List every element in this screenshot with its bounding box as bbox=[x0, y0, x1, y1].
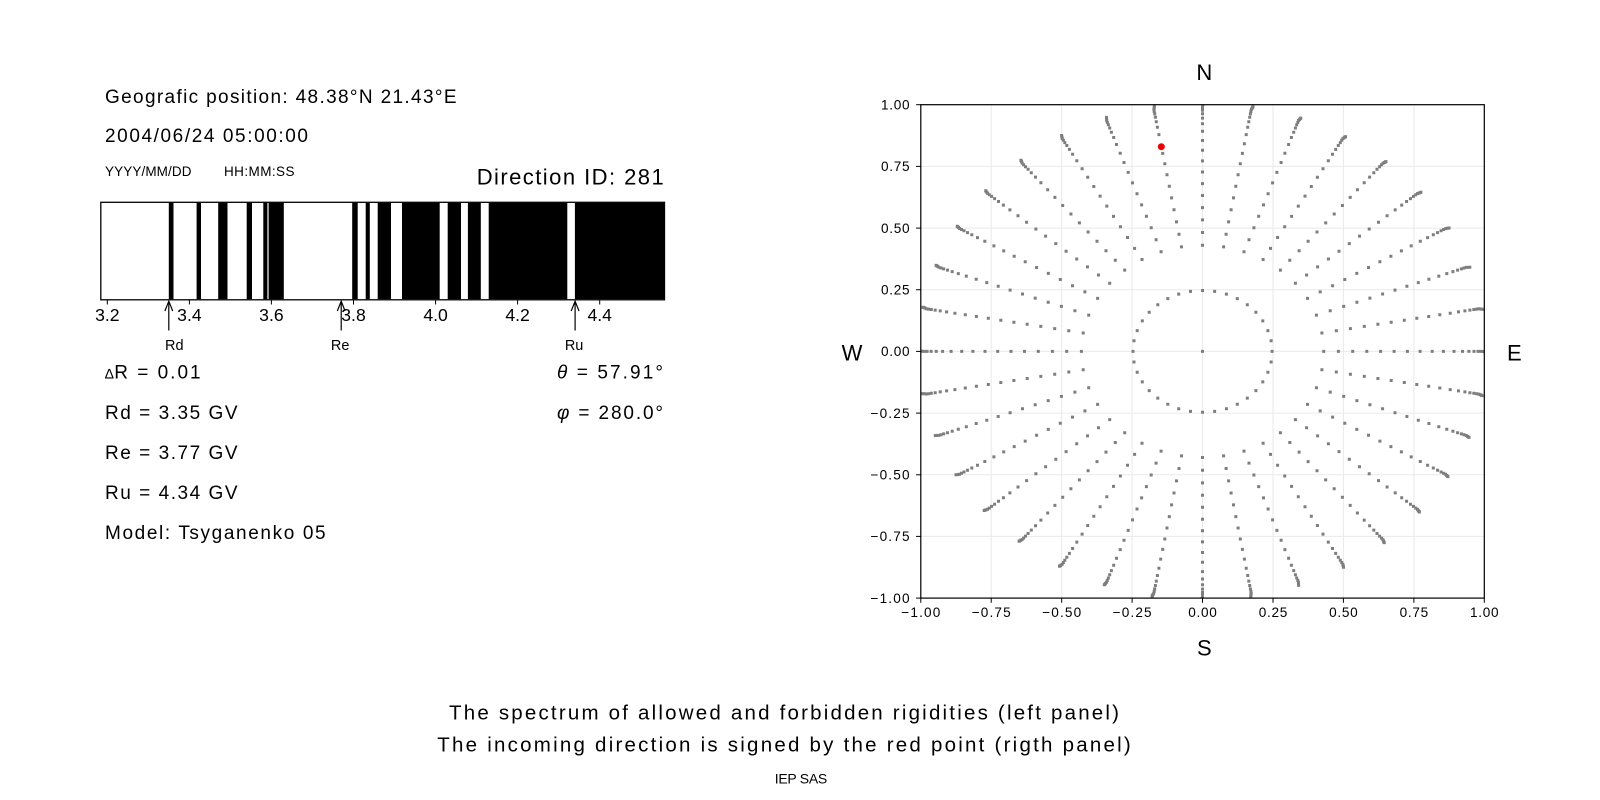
svg-text:HH:MM:SS: HH:MM:SS bbox=[224, 164, 295, 179]
svg-text:−0.25: −0.25 bbox=[871, 406, 910, 421]
svg-text:The incoming direction is sign: The incoming direction is signed by the … bbox=[437, 734, 1131, 757]
svg-text:0.50: 0.50 bbox=[1329, 605, 1358, 620]
svg-text:−0.75: −0.75 bbox=[972, 605, 1011, 620]
svg-text:4.2: 4.2 bbox=[505, 305, 529, 325]
svg-text:4.0: 4.0 bbox=[423, 305, 448, 325]
svg-text:0.25: 0.25 bbox=[881, 283, 910, 298]
svg-text:R = 0.01: R = 0.01 bbox=[114, 363, 200, 384]
svg-text:Direction ID: 281: Direction ID: 281 bbox=[477, 164, 664, 189]
svg-text:2004/06/24 05:00:00: 2004/06/24 05:00:00 bbox=[105, 126, 308, 147]
svg-text:1.00: 1.00 bbox=[881, 98, 910, 113]
svg-text:4.4: 4.4 bbox=[587, 305, 612, 325]
svg-text:−0.50: −0.50 bbox=[1042, 605, 1081, 620]
svg-text:Rd: Rd bbox=[165, 338, 184, 354]
svg-text:Ru: Ru bbox=[565, 338, 584, 354]
svg-text:−0.50: −0.50 bbox=[871, 468, 910, 483]
svg-text:Rd = 3.35 GV: Rd = 3.35 GV bbox=[105, 403, 238, 424]
svg-text:3.2: 3.2 bbox=[95, 305, 119, 325]
svg-text:Re: Re bbox=[331, 338, 350, 354]
svg-text:0.00: 0.00 bbox=[1188, 605, 1217, 620]
svg-text:0.00: 0.00 bbox=[881, 344, 910, 359]
svg-text:1.00: 1.00 bbox=[1470, 605, 1499, 620]
svg-text:∆: ∆ bbox=[105, 366, 114, 382]
svg-text:θ = 57.91°: θ = 57.91° bbox=[557, 363, 663, 384]
svg-text:YYYY/MM/DD: YYYY/MM/DD bbox=[105, 164, 192, 179]
svg-text:W: W bbox=[842, 340, 863, 365]
svg-text:−0.25: −0.25 bbox=[1113, 605, 1152, 620]
svg-text:0.50: 0.50 bbox=[881, 221, 910, 236]
svg-text:Ru = 4.34 GV: Ru = 4.34 GV bbox=[105, 483, 238, 504]
svg-text:The spectrum of allowed and fo: The spectrum of allowed and forbidden ri… bbox=[449, 702, 1119, 725]
svg-text:−1.00: −1.00 bbox=[901, 605, 940, 620]
svg-text:Re = 3.77 GV: Re = 3.77 GV bbox=[105, 443, 238, 464]
svg-text:3.8: 3.8 bbox=[341, 305, 366, 325]
svg-text:IEP SAS: IEP SAS bbox=[775, 771, 828, 787]
svg-text:E: E bbox=[1507, 340, 1522, 365]
svg-text:0.75: 0.75 bbox=[1400, 605, 1429, 620]
svg-text:−1.00: −1.00 bbox=[871, 591, 910, 606]
svg-text:3.4: 3.4 bbox=[177, 305, 202, 325]
svg-text:S: S bbox=[1197, 636, 1212, 661]
svg-text:Geografic position: 48.38°N 21: Geografic position: 48.38°N 21.43°E bbox=[105, 87, 457, 108]
svg-text:0.25: 0.25 bbox=[1259, 605, 1288, 620]
svg-text:Model: Tsyganenko 05: Model: Tsyganenko 05 bbox=[105, 523, 326, 544]
svg-text:φ = 280.0°: φ = 280.0° bbox=[557, 403, 663, 424]
svg-text:N: N bbox=[1196, 60, 1212, 85]
svg-text:3.6: 3.6 bbox=[259, 305, 284, 325]
svg-text:−0.75: −0.75 bbox=[871, 529, 910, 544]
svg-text:0.75: 0.75 bbox=[881, 159, 910, 174]
